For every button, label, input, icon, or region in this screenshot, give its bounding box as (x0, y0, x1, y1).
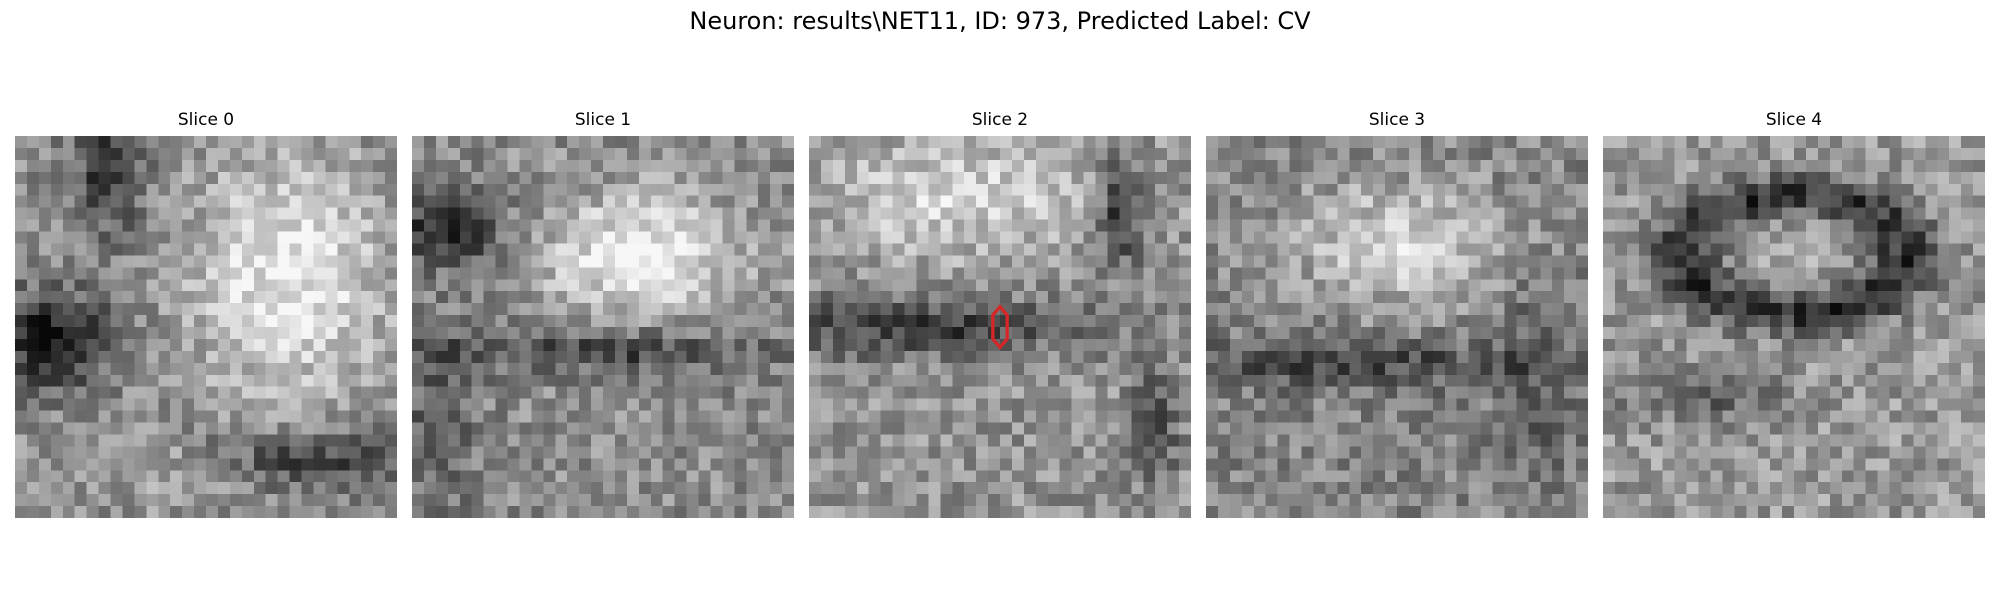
figure-title: Neuron: results\NET11, ID: 973, Predicte… (689, 7, 1311, 35)
slice-title-1: Slice 1 (574, 110, 632, 130)
slice-panel-2: Slice 2 (809, 108, 1191, 518)
slice-image-4 (1603, 136, 1985, 518)
slice-image-2 (809, 136, 1191, 518)
slice-panel-3: Slice 3 (1206, 108, 1588, 518)
slice-title-3: Slice 3 (1368, 110, 1426, 130)
slice-panel-0: Slice 0 (15, 108, 397, 518)
slice-image-0 (15, 136, 397, 518)
slice-title-0: Slice 0 (177, 110, 235, 130)
slice-panel-1: Slice 1 (412, 108, 794, 518)
slice-panel-4: Slice 4 (1603, 108, 1985, 518)
slice-title-4: Slice 4 (1765, 110, 1823, 130)
slice-title-2: Slice 2 (971, 110, 1029, 130)
slice-image-3 (1206, 136, 1588, 518)
predicted-location-marker (991, 304, 1009, 350)
slice-image-1 (412, 136, 794, 518)
